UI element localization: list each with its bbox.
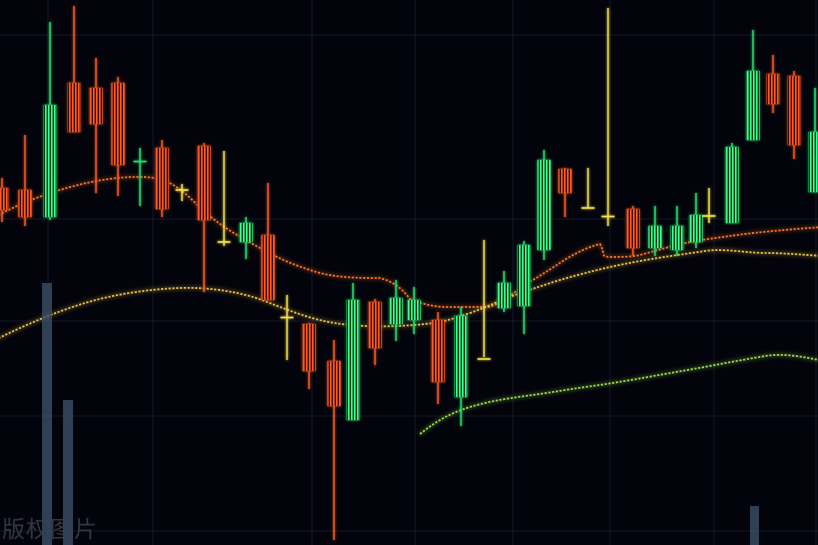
svg-text:版权图片: 版权图片: [2, 516, 98, 542]
